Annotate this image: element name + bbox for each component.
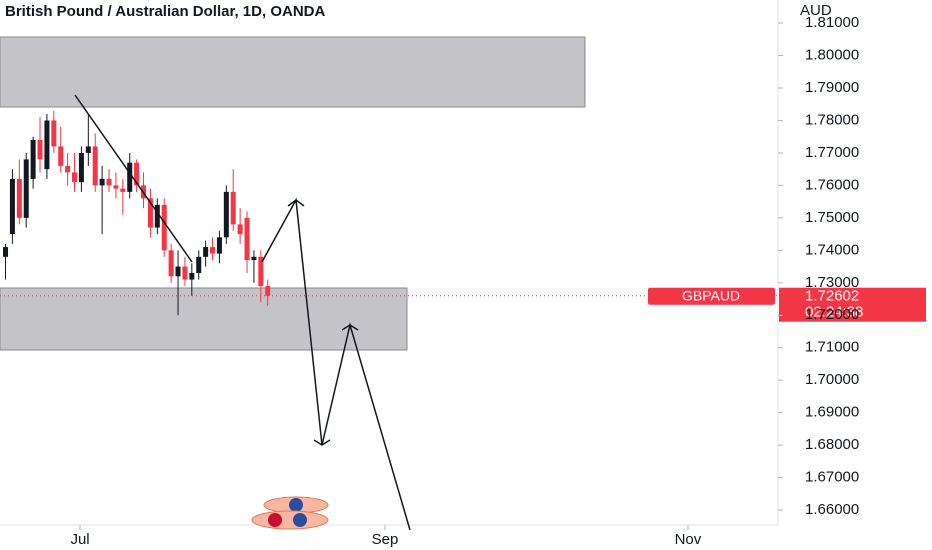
arrow-head: [313, 439, 331, 446]
candle-body: [120, 188, 126, 192]
countdown-label: 02:24:38: [805, 304, 863, 321]
symbol-tag: [648, 287, 775, 305]
y-tick-label: 1.73000: [805, 274, 859, 291]
candle-body: [237, 224, 243, 235]
trend-line: [74, 94, 193, 263]
candle-body: [161, 204, 167, 251]
y-tick-label: 1.79000: [805, 79, 859, 96]
event-icons[interactable]: [251, 496, 329, 530]
symbol-label: GBPAUD: [682, 287, 740, 303]
chart-title: British Pound / Australian Dollar, 1D, O…: [5, 3, 325, 20]
candle-body: [230, 191, 236, 225]
candle-body: [251, 256, 257, 261]
candle-body: [168, 250, 174, 277]
y-tick-label: 1.66000: [805, 501, 859, 518]
y-tick-label: 1.75000: [805, 209, 859, 226]
candle-body: [196, 256, 202, 274]
candles: [3, 110, 271, 316]
y-tick-label: 1.72000: [805, 306, 859, 323]
candle-body: [106, 178, 112, 186]
x-tick-label: Sep: [372, 531, 399, 548]
candle-body: [258, 256, 264, 287]
candle-body: [189, 273, 195, 280]
candle-body: [58, 146, 64, 166]
candle-body: [182, 266, 188, 280]
y-tick-label: 1.74000: [805, 241, 859, 258]
flag-icon: [293, 513, 307, 527]
candle-body: [216, 237, 222, 254]
y-tick-label: 1.78000: [805, 111, 859, 128]
y-tick-label: 1.81000: [805, 14, 859, 31]
candle-body: [127, 162, 133, 192]
arrow-head: [287, 199, 305, 207]
candle-body: [78, 152, 84, 183]
candle-body: [9, 178, 15, 235]
current-price-label: 1.72602: [805, 288, 859, 305]
y-tick-label: 1.68000: [805, 436, 859, 453]
flag-icon: [268, 513, 282, 527]
candle-body: [223, 191, 229, 238]
candle-body: [203, 247, 209, 257]
y-tick-label: 1.69000: [805, 404, 859, 421]
candle-body: [134, 162, 140, 186]
candle-body: [65, 165, 71, 173]
y-tick-label: 1.70000: [805, 371, 859, 388]
axis-unit: AUD: [800, 2, 832, 19]
candle-body: [16, 178, 22, 218]
y-tick-label: 1.67000: [805, 469, 859, 486]
upper-zone: [0, 36, 586, 108]
candle-body: [85, 146, 91, 153]
candle-body: [210, 247, 216, 254]
candle-body: [44, 120, 50, 170]
candle-body: [37, 139, 43, 160]
lower-zone: [0, 287, 408, 351]
candle-body: [154, 204, 160, 228]
candle-body: [175, 266, 181, 277]
candle-body: [99, 178, 105, 186]
candle-body: [244, 217, 250, 261]
projection-path: [261, 197, 411, 531]
arrow-head: [341, 324, 359, 331]
candle-body: [113, 185, 119, 189]
candle-body: [23, 159, 29, 218]
price-tag-box: [779, 287, 926, 322]
candle-body: [30, 139, 36, 179]
candle-body: [147, 198, 153, 228]
y-tick-label: 1.76000: [805, 176, 859, 193]
y-tick-label: 1.77000: [805, 144, 859, 161]
event-icon[interactable]: [251, 510, 329, 530]
flag-icon: [289, 498, 303, 512]
candle-body: [3, 247, 9, 257]
candle-body: [72, 172, 78, 183]
y-tick-label: 1.80000: [805, 46, 859, 63]
candle-body: [51, 120, 57, 147]
x-tick-label: Nov: [675, 531, 702, 548]
x-tick-label: Jul: [70, 531, 89, 548]
y-tick-label: 1.71000: [805, 339, 859, 356]
candle-body: [92, 146, 98, 186]
candle-body: [265, 286, 271, 296]
